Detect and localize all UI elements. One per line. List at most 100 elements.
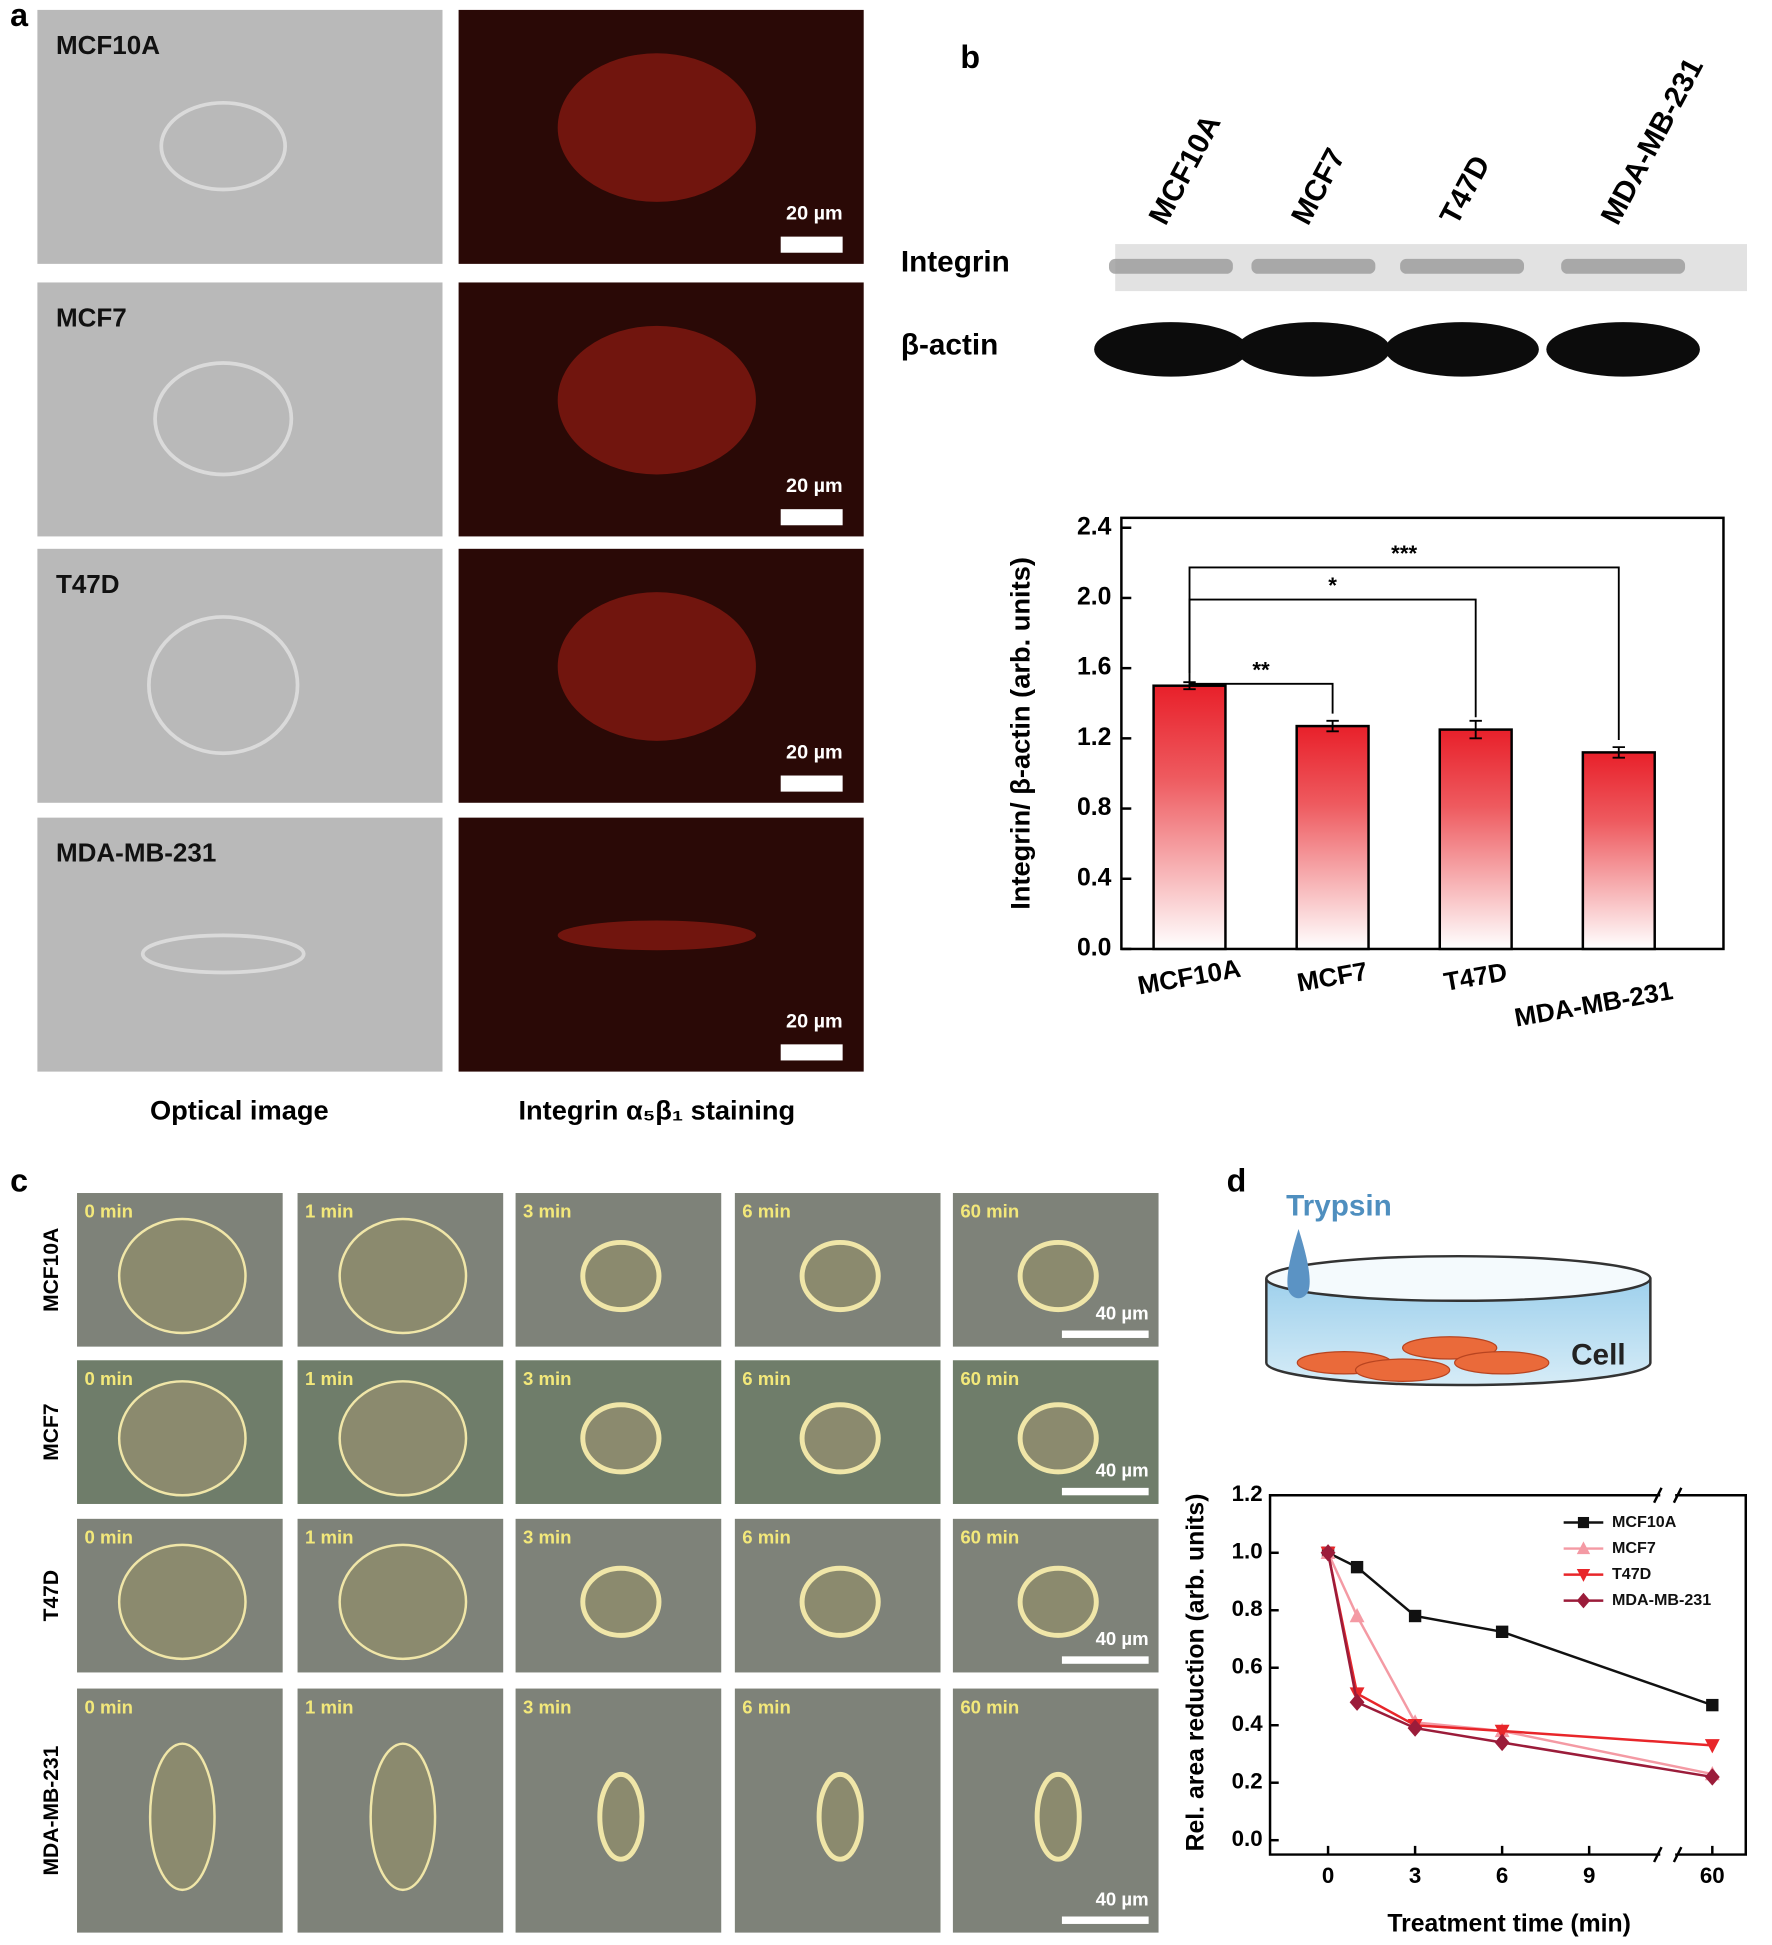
lane-label: MDA-MB-231 [1595,53,1710,230]
series-line [1326,1552,1713,1747]
stained-cell [557,592,756,741]
scale-bar [1061,1656,1149,1664]
row-label: MCF10A [56,30,160,60]
optical-image [37,548,443,803]
data-point [1349,1607,1365,1623]
plot-frame [1268,1494,1748,1856]
x-axis-label: Treatment time (min) [1387,1911,1631,1938]
blot-row-label: β-actin [901,329,998,362]
y-tick-label: 2.0 [1077,584,1111,611]
lane-label: MCF10A [1143,110,1228,230]
scale-bar-label: 20 µm [786,1010,843,1032]
cell-icon [1454,1350,1550,1375]
scale-bar-label: 20 µm [786,475,843,497]
data-point [1350,1560,1364,1574]
y-tick-label: 1.2 [1077,724,1111,751]
y-axis-label: Rel. area reduction (arb. units) [1182,1494,1209,1852]
cell [799,1239,881,1313]
data-point [1349,1693,1365,1711]
stained-cell [557,920,756,951]
cell-shape [147,615,300,756]
row-label: T47D [56,569,120,599]
column-label: Integrin α₅β₁ staining [518,1095,795,1126]
x-tick-label: 3 [1409,1863,1421,1888]
panel-label: b [960,39,980,75]
data-point [1408,1609,1422,1623]
series-line [1326,1552,1713,1779]
cell [1034,1771,1082,1862]
time-label: 1 min [305,1696,354,1717]
row-label: T47D [40,1570,63,1621]
cell-label: Cell [1571,1338,1626,1371]
scale-bar [780,236,843,253]
cell [369,1742,437,1892]
time-label: 6 min [742,1696,791,1717]
scale-bar [1061,1487,1149,1496]
cell [338,1380,468,1497]
panel-label: a [10,0,29,33]
stained-cell [557,325,756,475]
cell [1017,1239,1099,1313]
significance-label: ** [1252,657,1270,682]
data-point [1706,1698,1719,1712]
cell [580,1239,662,1313]
cell [580,1402,662,1475]
x-tick-label: 0 [1322,1863,1334,1888]
x-tick-label: MCF7 [1295,956,1370,998]
cell [117,1543,247,1661]
column-label: Optical image [150,1095,329,1126]
data-point [1704,1739,1720,1754]
y-tick-label: 0.2 [1232,1769,1263,1794]
actin-band [1546,322,1700,377]
actin-band [1236,322,1391,377]
cell [1017,1565,1099,1638]
data-point [1704,1768,1720,1786]
significance-bracket [1188,566,1620,741]
cell-icon [1354,1358,1451,1382]
panel-label: d [1227,1163,1247,1199]
cell [597,1771,645,1862]
bar [1295,724,1370,951]
legend-marker [1576,1541,1591,1555]
data-point [1495,1625,1509,1639]
x-tick-label: MCF10A [1135,953,1243,1001]
scale-bar [1061,1916,1149,1924]
y-axis-label: Integrin/ β-actin (arb. units) [1004,557,1035,910]
cell [338,1217,468,1335]
time-label: 1 min [305,1368,354,1389]
error-bar [1612,746,1625,759]
x-tick-label: MDA-MB-231 [1512,975,1675,1032]
cell [580,1565,662,1638]
time-label: 0 min [84,1696,133,1717]
axis-break [1652,1487,1683,1504]
y-tick-label: 0.4 [1232,1711,1264,1736]
trypsin-drop [1287,1228,1310,1299]
time-label: 60 min [960,1368,1019,1389]
y-tick-label: 1.0 [1232,1539,1263,1564]
row-label: MDA-MB-231 [56,838,216,868]
bar [1581,751,1656,951]
y-tick-label: 0.8 [1232,1596,1263,1621]
stained-cell [557,53,756,202]
cell [1017,1402,1099,1475]
scale-bar-label: 40 µm [1096,1888,1149,1909]
time-label: 6 min [742,1527,791,1548]
y-tick-label: 0.4 [1077,864,1112,891]
legend-marker [1576,1569,1591,1582]
bar [1438,728,1513,951]
legend-marker [1577,1516,1590,1529]
y-tick-label: 2.4 [1077,513,1112,540]
optical-image [37,817,443,1072]
error-bar [1326,719,1339,733]
x-tick-label: 6 [1496,1863,1508,1888]
cell [799,1565,881,1638]
legend-label: MCF7 [1612,1539,1656,1557]
time-label: 6 min [742,1368,791,1389]
row-label: MDA-MB-231 [40,1745,63,1875]
significance-label: *** [1391,541,1417,566]
cell [338,1543,468,1661]
cell [816,1771,864,1862]
scale-bar [780,1044,843,1061]
bar [1152,684,1227,951]
